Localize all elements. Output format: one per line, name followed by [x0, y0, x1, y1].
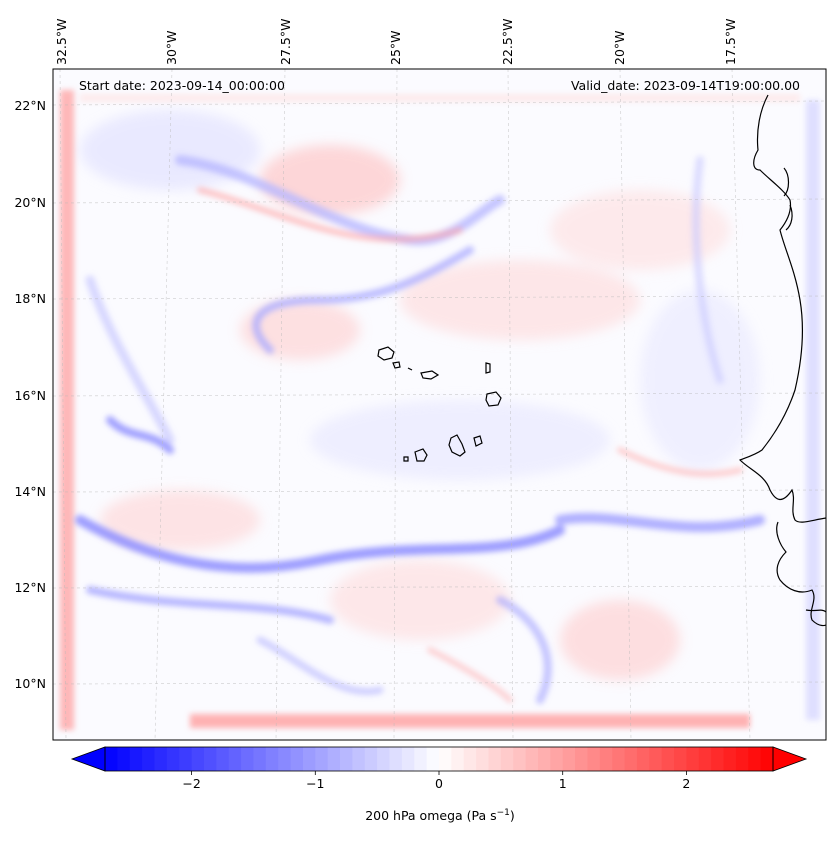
colorbar-label-main: 200 hPa omega (Pa s	[365, 808, 496, 823]
colorbar-ticks: −2 −1 0 1 2	[182, 771, 690, 791]
colorbar-segment	[711, 747, 725, 771]
colorbar-tick-label: 0	[435, 776, 443, 791]
colorbar-segment	[117, 747, 131, 771]
lon-label: 30°W	[164, 30, 179, 65]
lat-label: 16°N	[14, 388, 46, 403]
colorbar-segment	[179, 747, 193, 771]
colorbar-segment	[389, 747, 403, 771]
colorbar-segment	[315, 747, 329, 771]
omega-field	[53, 69, 826, 740]
start-date-label: Start date: 2023-09-14_00:00:00	[79, 78, 285, 93]
colorbar-segments	[105, 747, 774, 771]
colorbar-tick-label: 2	[682, 776, 690, 791]
colorbar-segment	[327, 747, 341, 771]
lat-label: 12°N	[14, 580, 46, 595]
colorbar-segment	[364, 747, 378, 771]
lon-label: 32.5°W	[54, 19, 69, 65]
latitude-labels: 22°N 20°N 18°N 16°N 14°N 12°N 10°N	[14, 98, 46, 691]
colorbar-tick-label: 1	[559, 776, 567, 791]
lon-label: 17.5°W	[723, 19, 738, 65]
cape-verde-islands	[377, 346, 502, 462]
colorbar-segment	[154, 747, 168, 771]
colorbar-segment	[575, 747, 588, 771]
lon-label: 20°W	[612, 30, 627, 65]
colorbar-segment	[612, 747, 626, 771]
colorbar-max-extension	[772, 746, 808, 772]
colorbar: −2 −1 0 1 2 200 hPa omega (Pa s−1)	[70, 746, 808, 823]
colorbar-segment	[500, 747, 514, 771]
longitude-labels: 32.5°W 30°W 27.5°W 25°W 22.5°W 20°W 17.5…	[54, 19, 738, 65]
colorbar-segment	[414, 747, 428, 771]
colorbar-segment	[439, 747, 452, 771]
colorbar-label-sup: −1	[497, 808, 510, 818]
colorbar-label: 200 hPa omega (Pa s−1)	[365, 808, 515, 823]
colorbar-segment	[760, 747, 774, 771]
colorbar-segment	[166, 747, 180, 771]
colorbar-segment	[228, 747, 242, 771]
colorbar-segment	[463, 747, 477, 771]
colorbar-segment	[748, 747, 762, 771]
colorbar-segment	[253, 747, 267, 771]
lat-label: 18°N	[14, 291, 46, 306]
colorbar-segment	[525, 747, 539, 771]
colorbar-segment	[698, 747, 712, 771]
lat-label: 14°N	[14, 484, 46, 499]
colorbar-segment	[142, 747, 155, 771]
colorbar-segment	[537, 747, 551, 771]
colorbar-segment	[191, 747, 205, 771]
colorbar-segment	[488, 747, 502, 771]
colorbar-segment	[290, 747, 304, 771]
colorbar-segment	[636, 747, 650, 771]
map-panel	[52, 68, 827, 741]
colorbar-segment	[451, 747, 465, 771]
colorbar-segment	[203, 747, 217, 771]
map-frame	[52, 68, 827, 741]
colorbar-segment	[513, 747, 527, 771]
colorbar-segment	[216, 747, 230, 771]
colorbar-segment	[377, 747, 391, 771]
lat-label: 20°N	[14, 195, 46, 210]
colorbar-tick-label: −1	[306, 776, 324, 791]
colorbar-segment	[649, 747, 663, 771]
colorbar-tick-label: −2	[182, 776, 200, 791]
colorbar-min-extension	[70, 746, 106, 772]
lon-label: 27.5°W	[278, 19, 293, 65]
lon-label: 22.5°W	[500, 19, 515, 65]
lon-label: 25°W	[388, 30, 403, 65]
colorbar-segment	[129, 747, 143, 771]
colorbar-segment	[241, 747, 254, 771]
colorbar-segment	[265, 747, 279, 771]
coastline	[738, 94, 826, 627]
colorbar-segment	[105, 747, 118, 771]
colorbar-segment	[735, 747, 749, 771]
colorbar-segment	[587, 747, 601, 771]
lat-label: 10°N	[14, 676, 46, 691]
colorbar-label-end: )	[510, 808, 515, 823]
colorbar-segment	[278, 747, 292, 771]
colorbar-segment	[550, 747, 564, 771]
colorbar-segment	[599, 747, 613, 771]
colorbar-segment	[686, 747, 700, 771]
colorbar-segment	[426, 747, 440, 771]
colorbar-segment	[302, 747, 316, 771]
lat-label: 22°N	[14, 98, 46, 113]
colorbar-segment	[340, 747, 353, 771]
colorbar-segment	[401, 747, 415, 771]
colorbar-segment	[624, 747, 638, 771]
colorbar-segment	[476, 747, 489, 771]
colorbar-segment	[661, 747, 675, 771]
colorbar-segment	[352, 747, 366, 771]
graticule	[53, 69, 826, 740]
colorbar-segment	[674, 747, 687, 771]
colorbar-segment	[723, 747, 737, 771]
colorbar-segment	[562, 747, 576, 771]
valid-date-label: Valid_date: 2023-09-14T19:00:00.00	[571, 78, 800, 93]
